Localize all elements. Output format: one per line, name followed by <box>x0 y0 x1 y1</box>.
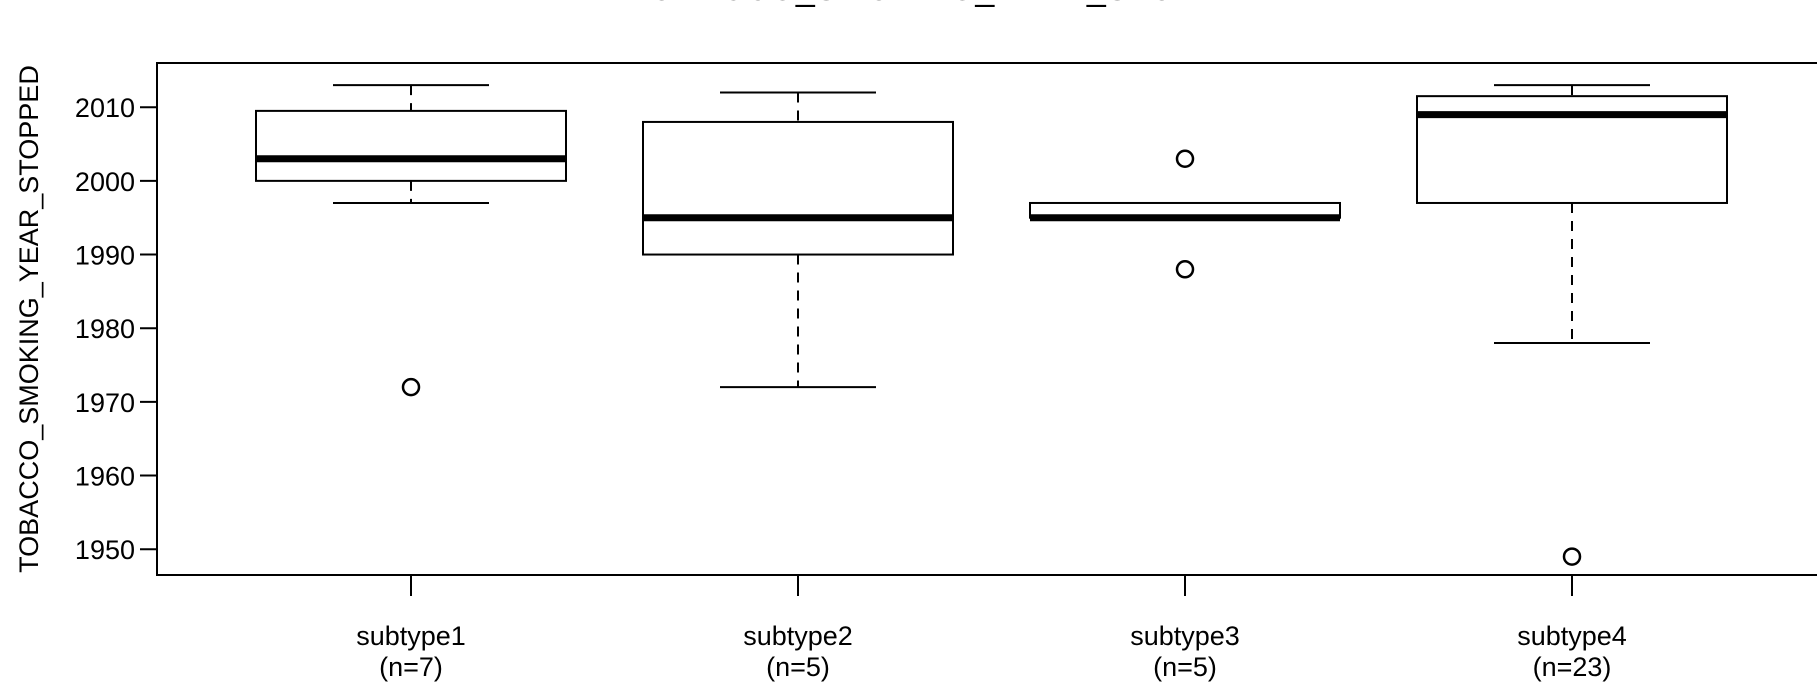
boxes <box>255 84 1728 566</box>
y-tick-label: 2000 <box>75 167 135 197</box>
box-subtype2 <box>642 91 954 389</box>
outlier-point <box>401 377 421 397</box>
x-category-label: subtype2 <box>743 621 853 651</box>
x-category-count: (n=7) <box>379 652 443 682</box>
y-tick-label: 1960 <box>75 462 135 492</box>
iqr-box <box>642 120 954 256</box>
box-subtype3 <box>1029 149 1341 279</box>
box-subtype1 <box>255 84 567 397</box>
y-tick-label: 1980 <box>75 314 135 344</box>
x-category-label: subtype3 <box>1130 621 1240 651</box>
x-category-label: subtype4 <box>1517 621 1627 651</box>
y-tick-label: 2010 <box>75 93 135 123</box>
box-subtype4 <box>1416 84 1728 566</box>
y-axis-title: TOBACCO_SMOKING_YEAR_STOPPED <box>14 65 44 573</box>
y-tick-label: 1990 <box>75 241 135 271</box>
y-tick-label: 1950 <box>75 535 135 565</box>
x-axis: subtype1(n=7)subtype2(n=5)subtype3(n=5)s… <box>356 574 1627 682</box>
outlier-point <box>1562 547 1582 566</box>
chart-title: TOBACCO_SMOKING_YEAR_STOPPED <box>628 0 1267 8</box>
outlier-point <box>1175 260 1195 279</box>
outlier-point <box>1175 149 1195 169</box>
iqr-box <box>255 109 567 182</box>
y-axis: 1950 1960 1970 1980 1990 2000 2010 <box>75 93 158 565</box>
x-category-count: (n=23) <box>1533 652 1612 682</box>
x-category-count: (n=5) <box>766 652 830 682</box>
y-tick-label: 1970 <box>75 388 135 418</box>
x-category-count: (n=5) <box>1153 652 1217 682</box>
x-category-label: subtype1 <box>356 621 466 651</box>
